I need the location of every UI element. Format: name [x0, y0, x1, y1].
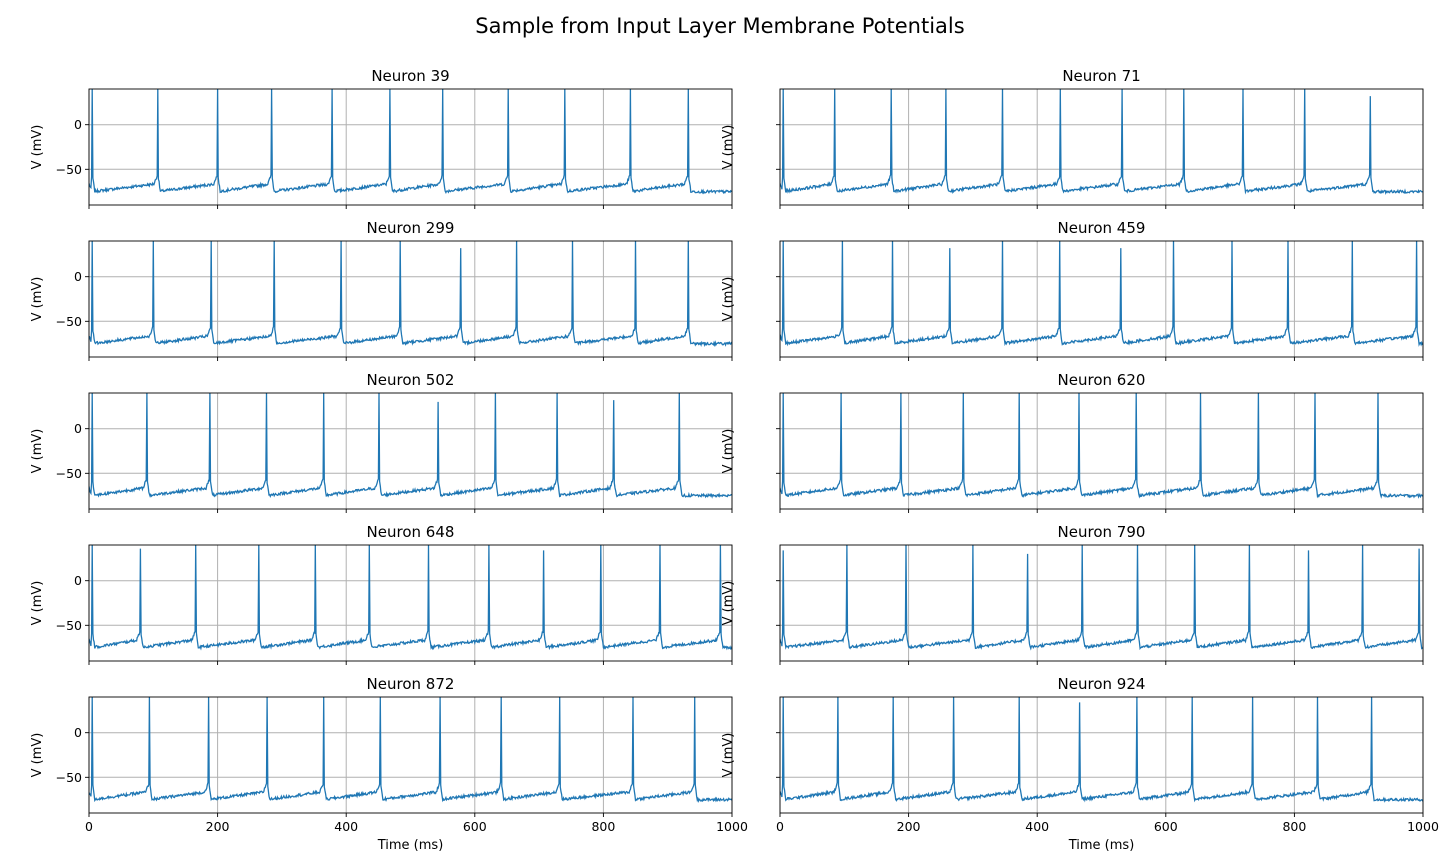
x-axis-label: Time (ms): [377, 838, 444, 853]
y-tick-label: 0: [74, 269, 82, 284]
axes-frame: [88, 88, 733, 206]
y-axis-label: V (mV): [721, 125, 736, 170]
subplot-title: Neuron 620: [1058, 371, 1146, 389]
subplot-title: Neuron 790: [1058, 523, 1146, 541]
axes-frame: [779, 696, 1424, 814]
subplot-title: Neuron 872: [367, 675, 455, 693]
subplot-title: Neuron 299: [367, 219, 455, 237]
subplot-title: Neuron 648: [367, 523, 455, 541]
y-tick-label: 0: [74, 421, 82, 436]
y-axis-label: V (mV): [30, 125, 45, 170]
subplot-panel: Neuron 39 0 −50 V (mV): [30, 67, 733, 209]
y-axis-label: V (mV): [721, 429, 736, 474]
y-axis-label: V (mV): [30, 429, 45, 474]
x-tick-label: 1000: [1407, 819, 1439, 834]
x-tick-label: 400: [334, 819, 358, 834]
subplot-title: Neuron 924: [1058, 675, 1146, 693]
x-tick-label: 600: [463, 819, 487, 834]
y-tick-label: 0: [74, 573, 82, 588]
x-axis-label: Time (ms): [1068, 838, 1135, 853]
y-tick-label: −50: [56, 770, 82, 785]
axes-frame: [88, 696, 733, 814]
x-tick-label: 400: [1025, 819, 1049, 834]
membrane-potential-trace: [89, 545, 732, 651]
subplot-panel: Neuron 648 0 −50 V (mV): [30, 523, 733, 665]
axes-frame: [779, 544, 1424, 662]
membrane-potential-trace: [780, 89, 1423, 195]
membrane-potential-trace: [89, 393, 732, 499]
y-axis-label: V (mV): [721, 733, 736, 778]
x-tick-label: 200: [897, 819, 921, 834]
membrane-potential-trace: [89, 89, 732, 195]
subplot-panel: Neuron 71 V (mV): [721, 67, 1424, 209]
y-axis-label: V (mV): [30, 277, 45, 322]
membrane-potential-trace: [780, 545, 1423, 651]
y-tick-label: −50: [56, 162, 82, 177]
subplot-panel: Neuron 502 0 −50 V (mV): [30, 371, 733, 513]
subplot-panel: Neuron 790 V (mV): [721, 523, 1424, 665]
x-tick-label: 0: [776, 819, 784, 834]
membrane-potential-trace: [780, 697, 1423, 803]
membrane-potential-trace: [89, 241, 732, 348]
subplot-title: Neuron 502: [367, 371, 455, 389]
y-tick-label: −50: [56, 314, 82, 329]
x-tick-label: 200: [206, 819, 230, 834]
axes-frame: [88, 544, 733, 662]
y-axis-label: V (mV): [30, 581, 45, 626]
x-tick-label: 800: [1282, 819, 1306, 834]
membrane-potential-trace: [89, 697, 732, 804]
x-tick-label: 1000: [716, 819, 748, 834]
y-tick-label: 0: [74, 117, 82, 132]
y-tick-label: −50: [56, 618, 82, 633]
y-tick-label: −50: [56, 466, 82, 481]
membrane-potential-trace: [780, 393, 1423, 499]
subplot-panel: Neuron 924 0 200 400 600 800 1000 V (mV) Time (m…: [721, 675, 1439, 853]
subplot-grid: Neuron 390−50V (mV)Neuron 71V (mV)Neuron…: [30, 67, 1439, 853]
y-tick-label: 0: [74, 725, 82, 740]
subplot-panel: Neuron 620 V (mV): [721, 371, 1424, 513]
subplot-title: Neuron 71: [1062, 67, 1140, 85]
membrane-potential-trace: [780, 241, 1423, 347]
axes-frame: [779, 240, 1424, 358]
subplot-panel: Neuron 872 0 200 400 600 800 1000 0 −50 V (mV) Tim…: [30, 675, 748, 853]
y-axis-label: V (mV): [721, 581, 736, 626]
axes-frame: [779, 392, 1424, 510]
axes-frame: [779, 88, 1424, 206]
axes-frame: [88, 240, 733, 358]
x-tick-label: 600: [1154, 819, 1178, 834]
y-axis-label: V (mV): [30, 733, 45, 778]
subplot-panel: Neuron 459 V (mV): [721, 219, 1424, 361]
subplot-title: Neuron 459: [1058, 219, 1146, 237]
x-tick-label: 800: [591, 819, 615, 834]
y-axis-label: V (mV): [721, 277, 736, 322]
figure-suptitle: Sample from Input Layer Membrane Potenti…: [475, 14, 964, 38]
subplot-title: Neuron 39: [371, 67, 449, 85]
x-tick-label: 0: [85, 819, 93, 834]
subplot-panel: Neuron 299 0 −50 V (mV): [30, 219, 733, 361]
axes-frame: [88, 392, 733, 510]
